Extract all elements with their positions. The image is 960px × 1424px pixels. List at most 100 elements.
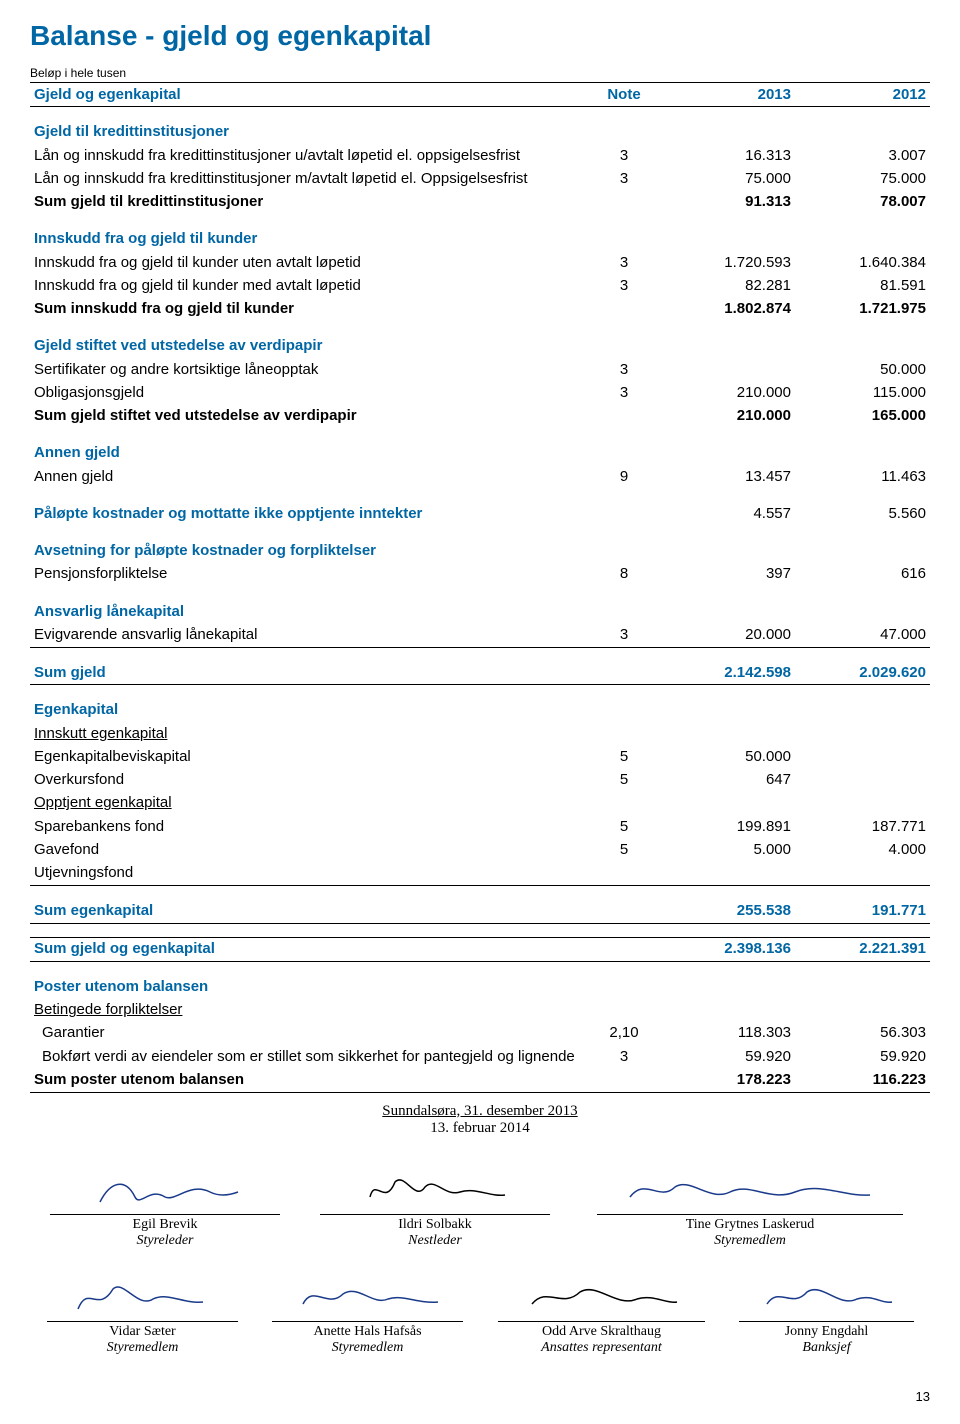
signature-block: Egil Brevik Styreleder bbox=[30, 1167, 300, 1249]
header-label: Gjeld og egenkapital bbox=[30, 83, 588, 107]
table-row: Innskudd fra og gjeld til kunder med avt… bbox=[30, 274, 930, 297]
row-note: 3 bbox=[588, 251, 660, 274]
row-note: 3 bbox=[588, 1045, 660, 1068]
sum-gjeld-row: Sum gjeld2.142.5982.029.620 bbox=[30, 661, 930, 685]
table-row: Sparebankens fond5199.891187.771 bbox=[30, 815, 930, 838]
table-row: Overkursfond5647 bbox=[30, 769, 930, 792]
signature-icon bbox=[73, 1274, 213, 1319]
row-note: 3 bbox=[588, 358, 660, 381]
row-y2: 4.000 bbox=[795, 838, 930, 861]
row-y2: 187.771 bbox=[795, 815, 930, 838]
table-row: Evigvarende ansvarlig lånekapital320.000… bbox=[30, 623, 930, 647]
row-y2: 115.000 bbox=[795, 381, 930, 404]
signature-role: Styreleder bbox=[30, 1233, 300, 1249]
table-row: Bokført verdi av eiendeler som er stille… bbox=[30, 1045, 930, 1068]
row-y2: 59.920 bbox=[795, 1045, 930, 1068]
subsection-title: Betingede forpliktelser bbox=[30, 999, 588, 1022]
table-row: Gavefond55.0004.000 bbox=[30, 838, 930, 861]
row-y1: 50.000 bbox=[660, 745, 795, 768]
signature-role: Styremedlem bbox=[570, 1233, 930, 1249]
table-row: Lån og innskudd fra kredittinstitusjoner… bbox=[30, 144, 930, 167]
sum-total-row: Sum gjeld og egenkapital2.398.1362.221.3… bbox=[30, 937, 930, 961]
sum-egenkapital-row: Sum egenkapital255.538191.771 bbox=[30, 899, 930, 923]
sum-row: Sum gjeld til kredittinstitusjoner91.313… bbox=[30, 191, 930, 214]
row-label: Utjevningsfond bbox=[30, 862, 588, 886]
row-note: 9 bbox=[588, 465, 660, 488]
table-row: Påløpte kostnader og mottatte ikke opptj… bbox=[30, 502, 930, 525]
row-y1: 5.000 bbox=[660, 838, 795, 861]
signatures: Egil Brevik Styreleder Ildri Solbakk Nes… bbox=[30, 1167, 930, 1381]
row-label: Egenkapitalbeviskapital bbox=[30, 745, 588, 768]
row-label: Bokført verdi av eiendeler som er stille… bbox=[30, 1045, 588, 1068]
table-row: Garantier2,10118.30356.303 bbox=[30, 1022, 930, 1045]
row-y1: 16.313 bbox=[660, 144, 795, 167]
row-y1: 255.538 bbox=[660, 899, 795, 923]
row-y2 bbox=[795, 745, 930, 768]
row-y1 bbox=[660, 358, 795, 381]
sum-row: Sum poster utenom balansen178.223116.223 bbox=[30, 1068, 930, 1092]
row-y2: 616 bbox=[795, 563, 930, 586]
row-y1: 210.000 bbox=[660, 405, 795, 428]
row-label: Evigvarende ansvarlig lånekapital bbox=[30, 623, 588, 647]
header-note: Note bbox=[588, 83, 660, 107]
sum-row: Sum innskudd fra og gjeld til kunder1.80… bbox=[30, 298, 930, 321]
row-y1: 75.000 bbox=[660, 167, 795, 190]
row-label: Lån og innskudd fra kredittinstitusjoner… bbox=[30, 167, 588, 190]
row-y1: 4.557 bbox=[660, 502, 795, 525]
row-label: Lån og innskudd fra kredittinstitusjoner… bbox=[30, 144, 588, 167]
section-title: Egenkapital bbox=[30, 699, 588, 722]
table-row: Egenkapitalbeviskapital550.000 bbox=[30, 745, 930, 768]
row-label: Sparebankens fond bbox=[30, 815, 588, 838]
row-y1: 199.891 bbox=[660, 815, 795, 838]
row-y2: 3.007 bbox=[795, 144, 930, 167]
row-label: Sum gjeld stiftet ved utstedelse av verd… bbox=[30, 405, 588, 428]
date-block: Sunndalsøra, 31. desember 2013 13. febru… bbox=[30, 1103, 930, 1137]
signature-name: Ildri Solbakk bbox=[300, 1217, 570, 1233]
row-y1: 2.398.136 bbox=[660, 937, 795, 961]
section-title: Gjeld stiftet ved utstedelse av verdipap… bbox=[30, 335, 588, 358]
table-row: Obligasjonsgjeld3210.000115.000 bbox=[30, 381, 930, 404]
row-y2: 11.463 bbox=[795, 465, 930, 488]
row-note: 3 bbox=[588, 167, 660, 190]
balance-table: Gjeld og egenkapital Note 2013 2012 Gjel… bbox=[30, 82, 930, 1093]
signature-block: Ildri Solbakk Nestleder bbox=[300, 1167, 570, 1249]
signature-icon bbox=[293, 1274, 443, 1319]
signature-icon bbox=[757, 1274, 897, 1319]
row-y2: 81.591 bbox=[795, 274, 930, 297]
signature-role: Nestleder bbox=[300, 1233, 570, 1249]
row-label: Sum poster utenom balansen bbox=[30, 1068, 588, 1092]
row-label: Annen gjeld bbox=[30, 465, 588, 488]
table-row: Lån og innskudd fra kredittinstitusjoner… bbox=[30, 167, 930, 190]
row-label: Innskudd fra og gjeld til kunder med avt… bbox=[30, 274, 588, 297]
row-y1: 13.457 bbox=[660, 465, 795, 488]
row-y1: 2.142.598 bbox=[660, 661, 795, 685]
row-y1: 647 bbox=[660, 769, 795, 792]
row-note: 8 bbox=[588, 563, 660, 586]
row-note: 5 bbox=[588, 815, 660, 838]
signature-icon bbox=[90, 1167, 240, 1212]
table-row: Utjevningsfond bbox=[30, 862, 930, 886]
row-y2: 2.221.391 bbox=[795, 937, 930, 961]
row-y1: 210.000 bbox=[660, 381, 795, 404]
row-y2: 78.007 bbox=[795, 191, 930, 214]
section-title: Påløpte kostnader og mottatte ikke opptj… bbox=[30, 502, 588, 525]
date-line-1: Sunndalsøra, 31. desember 2013 bbox=[382, 1103, 577, 1119]
subsection-title: Innskutt egenkapital bbox=[30, 722, 588, 745]
table-row: Innskudd fra og gjeld til kunder uten av… bbox=[30, 251, 930, 274]
signature-name: Jonny Engdahl bbox=[723, 1324, 930, 1340]
signature-block: Odd Arve Skralthaug Ansattes representan… bbox=[480, 1274, 723, 1356]
signature-icon bbox=[360, 1167, 510, 1212]
row-note: 3 bbox=[588, 623, 660, 647]
row-label: Innskudd fra og gjeld til kunder uten av… bbox=[30, 251, 588, 274]
row-label: Gavefond bbox=[30, 838, 588, 861]
signature-icon bbox=[522, 1274, 682, 1319]
row-y2 bbox=[795, 769, 930, 792]
row-y1: 20.000 bbox=[660, 623, 795, 647]
row-label: Overkursfond bbox=[30, 769, 588, 792]
signature-block: Vidar Sæter Styremedlem bbox=[30, 1274, 255, 1356]
row-note: 5 bbox=[588, 745, 660, 768]
section-title: Innskudd fra og gjeld til kunder bbox=[30, 228, 588, 251]
row-label: Sum gjeld til kredittinstitusjoner bbox=[30, 191, 588, 214]
row-y2: 165.000 bbox=[795, 405, 930, 428]
signature-name: Vidar Sæter bbox=[30, 1324, 255, 1340]
